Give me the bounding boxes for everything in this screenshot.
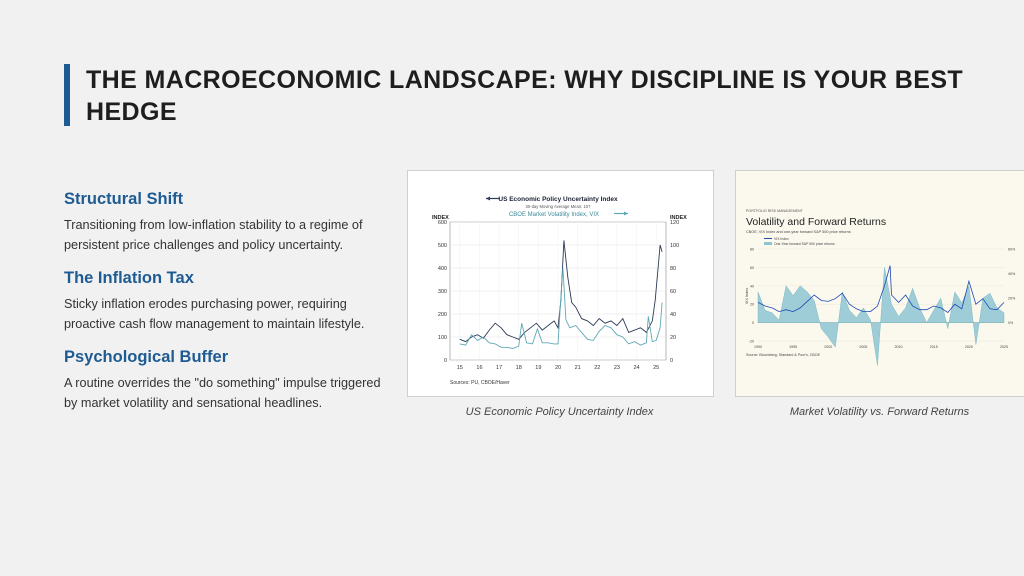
x-tick-label: 2005 <box>859 345 867 349</box>
y-right-tick-label: 20 <box>670 335 676 341</box>
x-tick-label: 17 <box>496 365 502 371</box>
legend-vix-label: VIX Index <box>774 237 789 241</box>
series-line-epu <box>459 240 663 343</box>
section-heading: Psychological Buffer <box>64 348 229 366</box>
chart-title: Volatility and Forward Returns <box>746 216 886 228</box>
section-heading: The Inflation Tax <box>64 269 194 287</box>
volatility-returns-chart: PORTFOLIO RISK MANAGEMENT Volatility and… <box>736 171 1024 396</box>
y-left-tick-label: 300 <box>438 289 447 295</box>
legend-vix-label: CBOE Market Volatility Index, VIX <box>509 212 599 218</box>
y-right-tick-label: 80 <box>670 266 676 272</box>
section-psychological-buffer: Psychological Buffer A routine overrides… <box>64 346 394 413</box>
x-tick-label: 2020 <box>965 345 973 349</box>
x-tick-label: 20 <box>555 365 561 371</box>
key-points: Structural Shift Transitioning from low-… <box>64 188 394 425</box>
x-tick-label: 23 <box>614 365 620 371</box>
x-tick-label: 18 <box>516 365 522 371</box>
y-right-tick-label: 60% <box>1008 248 1016 252</box>
y-axis-label: VIX Index <box>745 288 749 305</box>
chart-subtitle: CBOE, VIX Index and one-year forward S&P… <box>746 230 851 234</box>
y-left-tick-label: 0 <box>444 358 447 364</box>
legend-epu-arrow <box>486 196 490 201</box>
x-tick-label: 2000 <box>824 345 832 349</box>
legend-epu-sub: 30-day Moving Average Mean: 107 <box>526 204 592 209</box>
section-text: A routine overrides the "do something" i… <box>64 376 381 410</box>
y-left-tick-label: 20 <box>750 303 754 307</box>
series-area-returns <box>757 267 1005 366</box>
section-text: Sticky inflation erodes purchasing power… <box>64 297 365 331</box>
x-tick-label: 19 <box>535 365 541 371</box>
right-axis-label: INDEX <box>670 215 687 221</box>
policy-uncertainty-chart: US Economic Policy Uncertainty Index 30-… <box>432 196 687 386</box>
y-right-tick-label: 100 <box>670 243 679 249</box>
legend-returns-swatch <box>764 242 772 245</box>
series-line-vix <box>459 267 663 349</box>
y-right-tick-label: 0 <box>670 358 673 364</box>
section-inflation-tax: The Inflation Tax Sticky inflation erode… <box>64 267 394 334</box>
y-left-tick-label: 100 <box>438 335 447 341</box>
page-title: THE MACROECONOMIC LANDSCAPE: WHY DISCIPL… <box>86 66 964 126</box>
series-line-vix <box>757 265 1005 314</box>
y-left-tick-label: 600 <box>438 220 447 226</box>
x-tick-label: 2015 <box>930 345 938 349</box>
y-left-tick-label: 80 <box>750 248 754 252</box>
y-right-tick-label: 20% <box>1008 297 1016 301</box>
x-tick-label: 21 <box>575 365 581 371</box>
legend-returns-label: One-Year forward S&P 500 price returns <box>774 242 835 246</box>
chart-kicker: PORTFOLIO RISK MANAGEMENT <box>746 209 804 213</box>
y-left-tick-label: 200 <box>438 312 447 318</box>
y-right-tick-label: 120 <box>670 220 679 226</box>
x-tick-label: 1995 <box>789 345 797 349</box>
title-accent-bar <box>64 64 70 126</box>
y-left-tick-label: -20 <box>749 340 754 344</box>
legend-epu-label: US Economic Policy Uncertainty Index <box>498 196 618 203</box>
x-tick-label: 2025 <box>1000 345 1008 349</box>
y-left-tick-label: 400 <box>438 266 447 272</box>
y-right-tick-label: 0% <box>1008 321 1014 325</box>
legend-sub-ma: 30-day Moving Average <box>526 204 571 209</box>
y-right-tick-label: 40 <box>670 312 676 318</box>
x-tick-label: 25 <box>653 365 659 371</box>
x-tick-label: 22 <box>594 365 600 371</box>
y-left-tick-label: 40 <box>750 284 754 288</box>
left-axis-label: INDEX <box>432 215 449 221</box>
y-left-tick-label: 500 <box>438 243 447 249</box>
chart-source: Sources: PU, CBOE/Haver <box>450 380 510 386</box>
chart-card-volatility-returns: PORTFOLIO RISK MANAGEMENT Volatility and… <box>735 170 1024 397</box>
section-heading: Structural Shift <box>64 190 184 208</box>
x-tick-label: 16 <box>476 365 482 371</box>
section-structural-shift: Structural Shift Transitioning from low-… <box>64 188 394 255</box>
x-tick-label: 15 <box>457 365 463 371</box>
section-text: Transitioning from low-inflation stabili… <box>64 218 363 252</box>
y-right-tick-label: 60 <box>670 289 676 295</box>
caption-volatility-returns: Market Volatility vs. Forward Returns <box>789 406 970 418</box>
legend-sub-mean: Mean: 107 <box>571 204 591 209</box>
x-tick-label: 24 <box>633 365 639 371</box>
x-tick-label: 2010 <box>895 345 903 349</box>
y-right-tick-label: 40% <box>1008 272 1016 276</box>
y-left-tick-label: 0 <box>752 321 754 325</box>
caption-policy-uncertainty: US Economic Policy Uncertainty Index <box>465 406 654 418</box>
chart-background <box>736 171 1024 396</box>
y-left-tick-label: 60 <box>750 266 754 270</box>
x-tick-label: 1990 <box>754 345 762 349</box>
legend-vix-arrow <box>624 211 628 216</box>
chart-card-policy-uncertainty: US Economic Policy Uncertainty Index 30-… <box>407 170 714 397</box>
chart-source: Source: Bloomberg, Standard & Poor's, CB… <box>746 353 821 357</box>
